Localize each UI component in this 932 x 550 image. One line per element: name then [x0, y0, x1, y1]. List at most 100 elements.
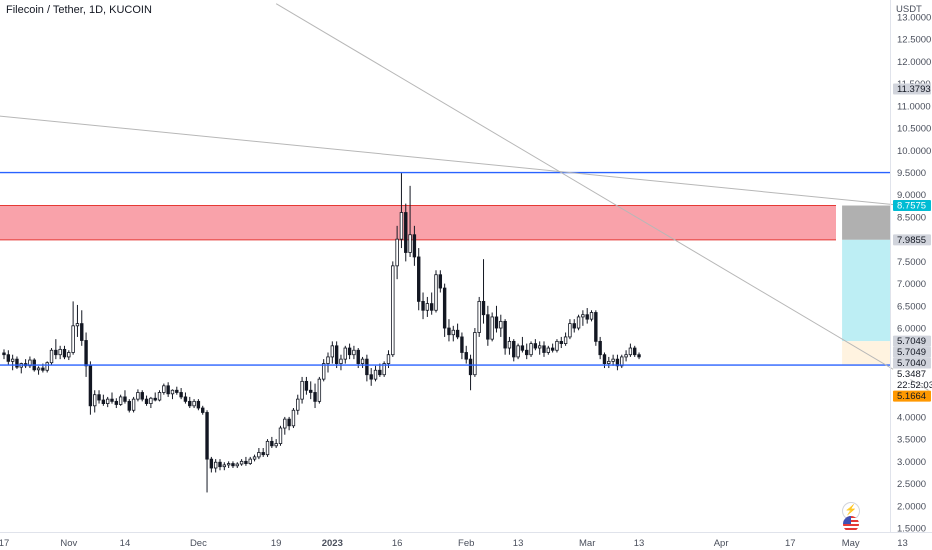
candle-body-up [391, 265, 395, 356]
candle-body-down [188, 400, 192, 407]
candle-body-up [10, 358, 15, 362]
candle [244, 456, 248, 466]
x-tick-label: Nov [60, 538, 77, 549]
candle-body-up [257, 452, 261, 458]
y-tick-label: 9.5000 [897, 168, 926, 179]
candle-body-down [334, 345, 339, 364]
candle [114, 398, 119, 409]
y-tick-label: 4.0000 [897, 412, 926, 423]
candle-body-down [347, 347, 352, 356]
candle-body-down [602, 354, 607, 364]
candle [525, 343, 529, 360]
candle-body-up [105, 398, 110, 404]
x-tick-label: 13 [634, 538, 645, 549]
candle [19, 362, 23, 374]
candle-body-down [304, 380, 309, 391]
candle-body-up [516, 345, 520, 358]
candle-body-up [490, 316, 494, 340]
candle-body-up [352, 349, 356, 356]
candle [343, 345, 347, 364]
candle [477, 296, 481, 337]
candle-body-down [378, 369, 382, 376]
candle [196, 399, 201, 411]
candle [568, 319, 572, 340]
price-badge-bg [893, 368, 931, 380]
candle [162, 383, 166, 395]
supply-zone [0, 205, 836, 240]
candle [473, 328, 477, 377]
price-badge-value: 5.1664 [897, 391, 926, 402]
price-badge: 5.7040 [893, 357, 931, 369]
candle-body-up [343, 347, 347, 360]
candle [45, 361, 49, 373]
x-tick-label: 13 [513, 538, 524, 549]
y-tick-label: 7.0000 [897, 279, 926, 290]
candle [533, 339, 538, 351]
candle [633, 345, 637, 357]
candle-body-down [637, 354, 641, 358]
candle [339, 354, 343, 371]
candle [589, 310, 594, 322]
candle [36, 366, 41, 375]
candle-body-up [576, 316, 581, 329]
x-tick-label: 17 [0, 538, 9, 549]
candle [546, 345, 551, 355]
us-flag-icon[interactable] [843, 516, 859, 532]
candle [447, 319, 451, 342]
candle [300, 376, 304, 404]
candle-body-up [499, 320, 503, 329]
candle [550, 343, 555, 353]
y-tick-label: 2.5000 [897, 479, 926, 490]
candle [270, 436, 274, 449]
candle-body-down [114, 400, 119, 405]
lightning-icon[interactable]: ⚡ [842, 502, 860, 520]
price-badge: 5.1664 [893, 390, 931, 402]
candle-body-up [136, 392, 140, 400]
candle [2, 349, 6, 360]
candle-body-down [309, 389, 313, 393]
candle [118, 394, 123, 406]
candle-body-up [628, 347, 633, 356]
y-tick-label: 3.0000 [897, 457, 926, 468]
candle [209, 456, 214, 473]
candle [542, 341, 546, 357]
candle [313, 383, 317, 409]
candle-body-up [296, 398, 300, 411]
candle-body-up [537, 345, 542, 349]
currency-label: USDT [896, 4, 922, 15]
candle [84, 332, 88, 377]
candle-body-up [317, 378, 322, 402]
price-badge-bg [893, 335, 931, 347]
candle [585, 308, 589, 324]
price-badge-bg [893, 346, 931, 358]
candle-body-down [54, 349, 58, 356]
candle [481, 259, 486, 324]
candle-body-down [481, 300, 486, 316]
candle-body-up [555, 340, 559, 351]
candle [231, 461, 235, 469]
candle-body-down [550, 347, 555, 351]
candle [572, 319, 576, 333]
candle [15, 356, 19, 369]
candle-body-up [235, 463, 239, 467]
candle [10, 354, 15, 371]
candle [62, 345, 67, 360]
candle [321, 359, 326, 382]
candle [442, 283, 447, 337]
y-tick-label: 8.5000 [897, 212, 926, 223]
candle-body-up [170, 389, 175, 395]
y-tick-label: 10.0000 [897, 146, 931, 157]
candle-body-up [330, 345, 335, 358]
time-axis[interactable]: 17 Nov 14 Dec 19 2023 16 Feb 13 Mar 13 Apr 17 May 13 [0, 538, 908, 549]
candle [278, 425, 283, 446]
candle-body-up [239, 460, 244, 465]
candle [408, 185, 412, 257]
candle-body-down [80, 323, 84, 341]
candle-body-down [205, 412, 209, 460]
price-badge: 7.9855 [893, 234, 931, 246]
candle-body-up [326, 356, 330, 364]
x-tick-label: Feb [458, 538, 474, 549]
target-zone [842, 239, 890, 342]
candle-body-up [28, 359, 32, 367]
